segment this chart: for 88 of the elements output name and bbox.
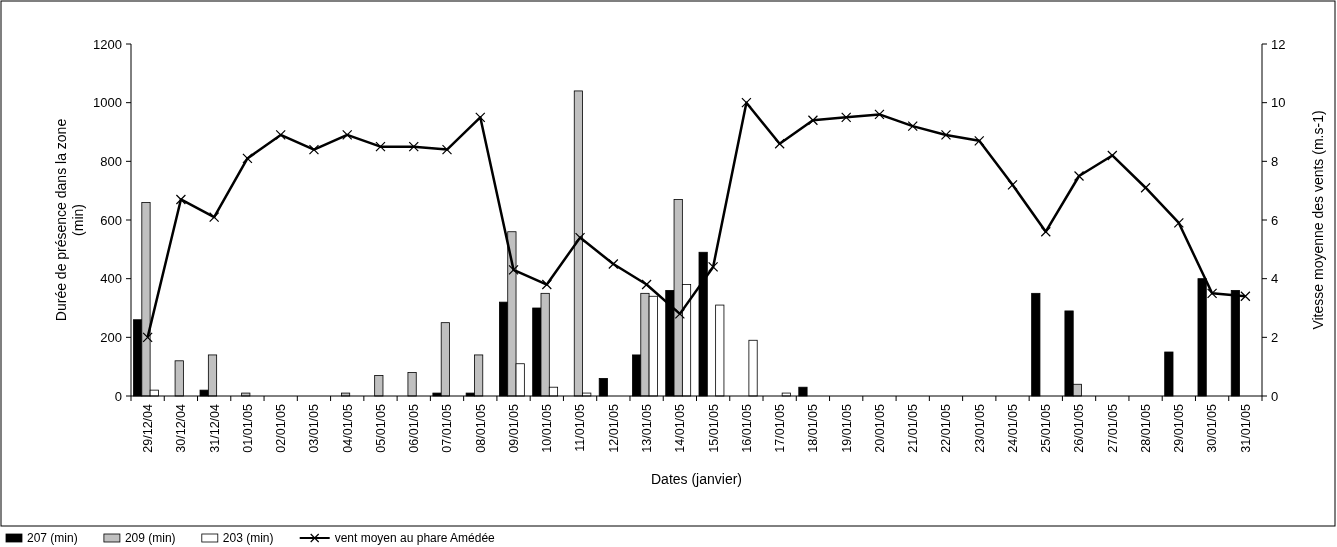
x-tick-label: 06/01/05 <box>407 403 422 453</box>
point <box>641 279 652 290</box>
x-tick-label: 23/01/05 <box>972 403 987 453</box>
x-tick-label: 11/01/05 <box>573 403 588 452</box>
x-axis-title: Dates (janvier) <box>650 471 743 487</box>
legend-label: 203 (min) <box>222 531 274 546</box>
x-tick-label: 12/01/05 <box>606 403 621 453</box>
point <box>142 332 153 343</box>
x-tick-label: 25/01/05 <box>1039 403 1054 453</box>
point <box>1207 288 1218 299</box>
point <box>308 144 320 155</box>
point <box>1040 226 1051 237</box>
y-tick-label: 200 <box>100 329 122 345</box>
y2-tick-label: 4 <box>1271 271 1279 287</box>
point <box>841 112 852 123</box>
y2-axis-title: Vitesse moyenne des vents (m.s-1) <box>1309 110 1326 330</box>
point <box>175 194 186 205</box>
point <box>242 153 253 164</box>
x-tick-label: 19/01/05 <box>839 403 854 453</box>
x-tick-label: 24/01/05 <box>1005 403 1020 453</box>
point <box>708 261 719 273</box>
legend-label: 209 (min) <box>124 531 176 546</box>
point <box>342 129 353 141</box>
legend-label: 207 (min) <box>27 531 78 546</box>
point <box>275 129 286 141</box>
x-tick-label: 08/01/05 <box>473 403 488 453</box>
y2-tick-label: 0 <box>1271 388 1279 404</box>
point <box>375 141 386 152</box>
point <box>508 264 519 275</box>
x-tick-label: 17/01/05 <box>773 403 788 453</box>
point <box>874 109 885 120</box>
y-tick-label: 0 <box>114 388 122 404</box>
x-tick-label: 10/01/05 <box>540 403 555 453</box>
x-tick-label: 13/01/05 <box>639 403 654 453</box>
point <box>441 144 453 155</box>
x-tick-label: 30/01/05 <box>1205 403 1220 453</box>
y-tick-label: 1000 <box>93 95 122 111</box>
x-tick-label: 02/01/05 <box>274 403 289 453</box>
x-tick-label: 16/01/05 <box>739 403 754 453</box>
x-tick-label: 31/01/05 <box>1238 403 1253 453</box>
y-tick-label: 400 <box>100 271 122 287</box>
point <box>1007 179 1018 190</box>
x-tick-label: 09/01/05 <box>506 403 521 453</box>
y-tick-label: 800 <box>100 153 122 169</box>
point <box>741 97 752 108</box>
x-tick-label: 30/12/04 <box>174 403 189 453</box>
point <box>674 308 685 319</box>
point <box>209 211 220 223</box>
x-tick-label: 14/01/05 <box>673 403 688 453</box>
point <box>907 121 918 132</box>
legend-label: vent moyen au phare Amédée <box>334 531 496 546</box>
x-tick-label: 20/01/05 <box>872 403 887 453</box>
point <box>940 129 952 141</box>
x-tick-label: 07/01/05 <box>440 403 455 453</box>
point <box>1173 217 1184 229</box>
x-tick-label: 22/01/05 <box>939 403 954 453</box>
x-tick-label: 04/01/05 <box>340 403 355 453</box>
x-tick-label: 15/01/05 <box>706 403 721 453</box>
x-tick-label: 03/01/05 <box>307 403 322 453</box>
x-tick-label: 29/12/04 <box>141 403 156 453</box>
x-tick-label: 21/01/05 <box>906 403 921 453</box>
y-axis-title: Durée de présence dans la zone (min) <box>52 118 86 322</box>
x-tick-label: 18/01/05 <box>806 403 821 453</box>
y2-tick-label: 12 <box>1271 36 1286 52</box>
point <box>475 112 486 123</box>
x-tick-label: 31/12/04 <box>207 403 222 453</box>
point <box>774 138 785 149</box>
y-tick-label: 600 <box>100 212 122 228</box>
x-tick-label: 01/01/05 <box>240 403 255 453</box>
point <box>408 141 419 152</box>
point <box>807 115 819 126</box>
point <box>1240 291 1251 302</box>
point <box>541 279 552 290</box>
x-tick-label: 05/01/05 <box>373 403 388 453</box>
y2-tick-label: 6 <box>1271 212 1279 228</box>
y2-tick-label: 2 <box>1271 329 1279 345</box>
x-tick-label: 27/01/05 <box>1105 403 1120 453</box>
y2-tick-label: 8 <box>1271 153 1279 169</box>
point <box>1073 170 1085 182</box>
y2-tick-label: 10 <box>1271 95 1286 111</box>
y-tick-label: 1200 <box>93 36 122 52</box>
x-tick-label: 28/01/05 <box>1138 403 1153 453</box>
point <box>1107 150 1118 161</box>
x-tick-label: 26/01/05 <box>1072 403 1087 453</box>
point <box>574 232 586 243</box>
point <box>974 135 985 146</box>
x-tick-label: 29/01/05 <box>1172 403 1187 453</box>
point <box>608 258 619 270</box>
